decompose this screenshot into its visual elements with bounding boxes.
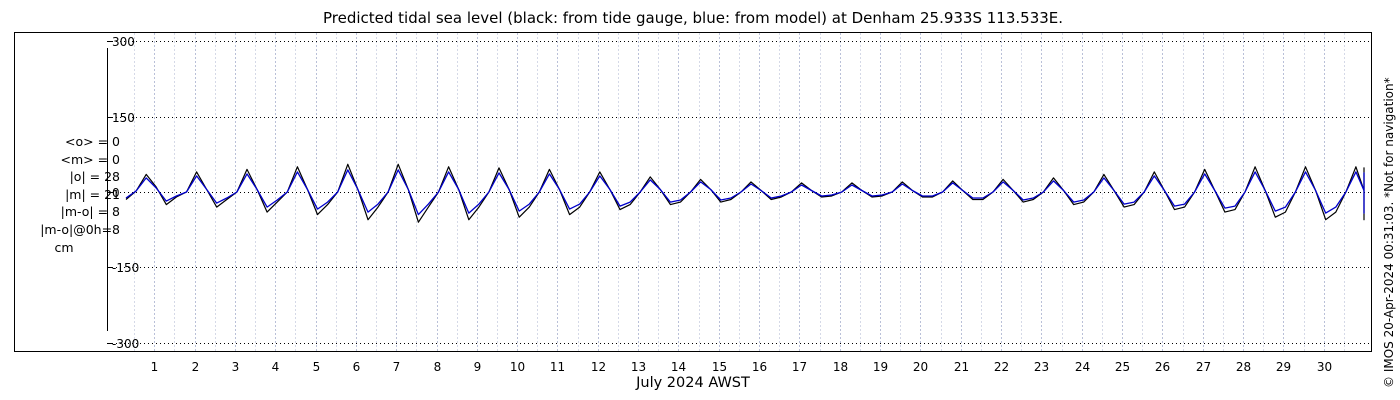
stat-abs-diff-0h: |m-o|@0h=8 [40,221,120,237]
chart-title: Predicted tidal sea level (black: from t… [322,9,1064,27]
x-tick-label: 12 [591,360,606,374]
y-axis-ticks: 300 150 0 -150 -300 [107,35,139,351]
y-tick-label: 300 [112,35,135,49]
x-tick-label: 4 [272,360,280,374]
x-tick-label: 30 [1317,360,1332,374]
x-tick-label: 23 [1034,360,1049,374]
x-tick-label: 25 [1115,360,1130,374]
x-tick-label: 5 [313,360,321,374]
x-tick-label: 26 [1155,360,1170,374]
x-tick-label: 21 [954,360,969,374]
statistics-panel: <o> = 0 <m> = 0 |o| = 28 |m| = 21 |m-o| … [0,133,128,256]
x-tick-label: 17 [792,360,807,374]
x-tick-label: 2 [192,360,200,374]
x-tick-label: 1 [151,360,159,374]
x-tick-label: 13 [631,360,646,374]
y-tick-label: -150 [112,261,139,275]
x-tick-label: 20 [913,360,928,374]
x-tick-label: 3 [232,360,240,374]
stat-mean-observed: <o> = 0 [65,134,120,149]
x-tick-label: 10 [510,360,525,374]
x-tick-label: 9 [474,360,482,374]
vertical-gridlines [134,33,1345,351]
stat-unit: cm [54,239,74,255]
series-line-model [125,169,1365,216]
x-tick-label: 7 [393,360,401,374]
plot-frame [14,32,1372,352]
credit-text: © IMOS 20-Apr-2024 00:31:03. *Not for na… [1382,77,1396,388]
x-tick-label: 18 [833,360,848,374]
x-tick-label: 11 [550,360,565,374]
series-lines [125,163,1365,223]
stat-abs-diff: |m-o| = 8 [60,204,120,220]
x-axis-label: July 2024 AWST [636,375,750,391]
x-axis-ticks: 1 2 3 4 5 6 7 8 9 10 11 12 13 14 15 16 17 18 19 20 21 22 23 24 2… [151,360,1332,374]
x-tick-label: 24 [1075,360,1090,374]
x-tick-label: 22 [994,360,1009,374]
x-tick-label: 16 [752,360,767,374]
x-tick-label: 27 [1196,360,1211,374]
stat-mean-model: <m> = 0 [60,151,121,167]
stat-abs-model: |m| = 21 [65,186,120,202]
y-tick-label: 150 [112,111,135,125]
x-tick-label: 14 [671,360,686,374]
x-tick-label: 8 [434,360,442,374]
x-tick-label: 29 [1276,360,1291,374]
x-tick-label: 28 [1236,360,1251,374]
x-tick-label: 15 [712,360,727,374]
x-tick-label: 19 [873,360,888,374]
series-line-observed [125,163,1365,223]
y-tick-label: -300 [112,337,139,351]
horizontal-gridlines [108,41,1371,344]
x-tick-label: 6 [353,360,361,374]
y-tick-label: 0 [112,186,120,200]
